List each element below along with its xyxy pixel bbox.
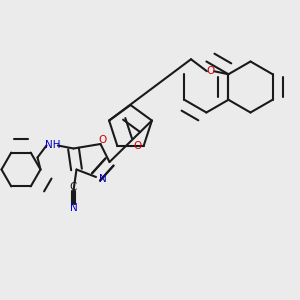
Text: O: O <box>99 135 107 145</box>
Text: NH: NH <box>45 140 60 151</box>
Text: O: O <box>133 141 141 151</box>
Text: O: O <box>206 66 214 76</box>
Text: N: N <box>70 202 77 213</box>
Text: C: C <box>70 182 77 192</box>
Text: N: N <box>99 174 106 184</box>
